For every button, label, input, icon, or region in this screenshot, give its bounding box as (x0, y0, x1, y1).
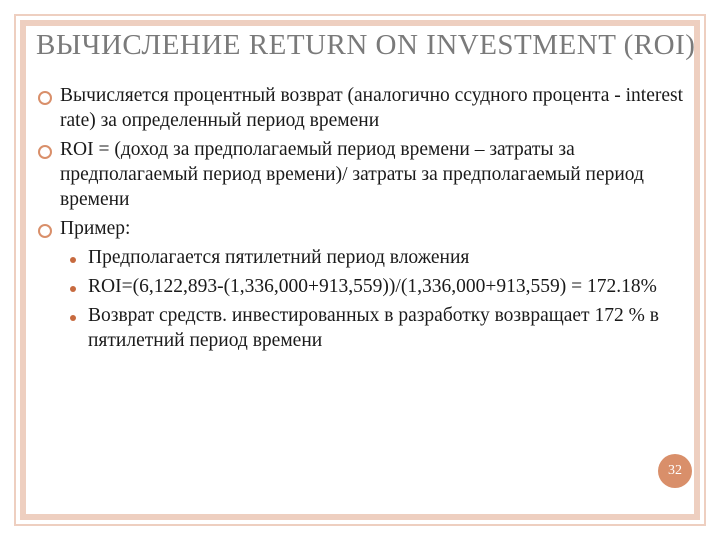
page-number: 32 (668, 463, 682, 479)
slide-title: ВЫЧИСЛЕНИЕ RETURN ON INVESTMENT (ROI) (36, 28, 698, 62)
main-bullet-list: Вычисляется процентный возврат (аналогич… (36, 84, 698, 354)
sub-bullet-list: Предполагается пятилетний период вложени… (60, 246, 698, 354)
sub-bullet-text: Предполагается пятилетний период вложени… (88, 247, 469, 268)
sub-bullet-text: ROI=(6,122,893-(1,336,000+913,559))/(1,3… (88, 276, 657, 297)
page-number-badge: 32 (658, 454, 692, 488)
sub-bullet-item: Предполагается пятилетний период вложени… (60, 246, 698, 271)
slide: ВЫЧИСЛЕНИЕ RETURN ON INVESTMENT (ROI) Вы… (0, 0, 720, 540)
bullet-text: Пример: (60, 218, 130, 239)
sub-bullet-text: Возврат средств. инвестированных в разра… (88, 305, 659, 351)
bullet-text: ROI = (доход за предполагаемый период вр… (60, 139, 644, 210)
bullet-item: Вычисляется процентный возврат (аналогич… (36, 84, 698, 134)
content-area: ВЫЧИСЛЕНИЕ RETURN ON INVESTMENT (ROI) Вы… (36, 28, 698, 510)
bullet-item: Пример: Предполагается пятилетний период… (36, 217, 698, 354)
sub-bullet-item: Возврат средств. инвестированных в разра… (60, 304, 698, 354)
sub-bullet-item: ROI=(6,122,893-(1,336,000+913,559))/(1,3… (60, 275, 698, 300)
bullet-text: Вычисляется процентный возврат (аналогич… (60, 85, 683, 131)
bullet-item: ROI = (доход за предполагаемый период вр… (36, 138, 698, 213)
